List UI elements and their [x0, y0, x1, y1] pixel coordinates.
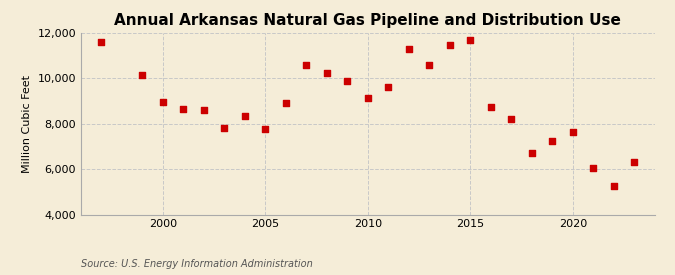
Point	[404, 47, 414, 51]
Point	[321, 70, 332, 75]
Point	[568, 130, 578, 134]
Point	[96, 40, 107, 44]
Point	[178, 107, 189, 111]
Point	[547, 139, 558, 143]
Point	[301, 63, 312, 67]
Point	[526, 151, 537, 155]
Point	[485, 104, 496, 109]
Point	[137, 73, 148, 77]
Point	[198, 108, 209, 112]
Point	[342, 78, 353, 83]
Point	[219, 126, 230, 131]
Point	[240, 114, 250, 118]
Point	[506, 117, 517, 122]
Point	[588, 166, 599, 170]
Text: Source: U.S. Energy Information Administration: Source: U.S. Energy Information Administ…	[81, 259, 313, 269]
Point	[157, 100, 168, 104]
Point	[383, 85, 394, 90]
Point	[608, 184, 619, 188]
Point	[281, 101, 292, 106]
Point	[444, 43, 455, 48]
Y-axis label: Million Cubic Feet: Million Cubic Feet	[22, 75, 32, 173]
Point	[424, 63, 435, 67]
Point	[362, 95, 373, 100]
Point	[629, 160, 640, 164]
Title: Annual Arkansas Natural Gas Pipeline and Distribution Use: Annual Arkansas Natural Gas Pipeline and…	[115, 13, 621, 28]
Point	[260, 127, 271, 132]
Point	[465, 38, 476, 42]
